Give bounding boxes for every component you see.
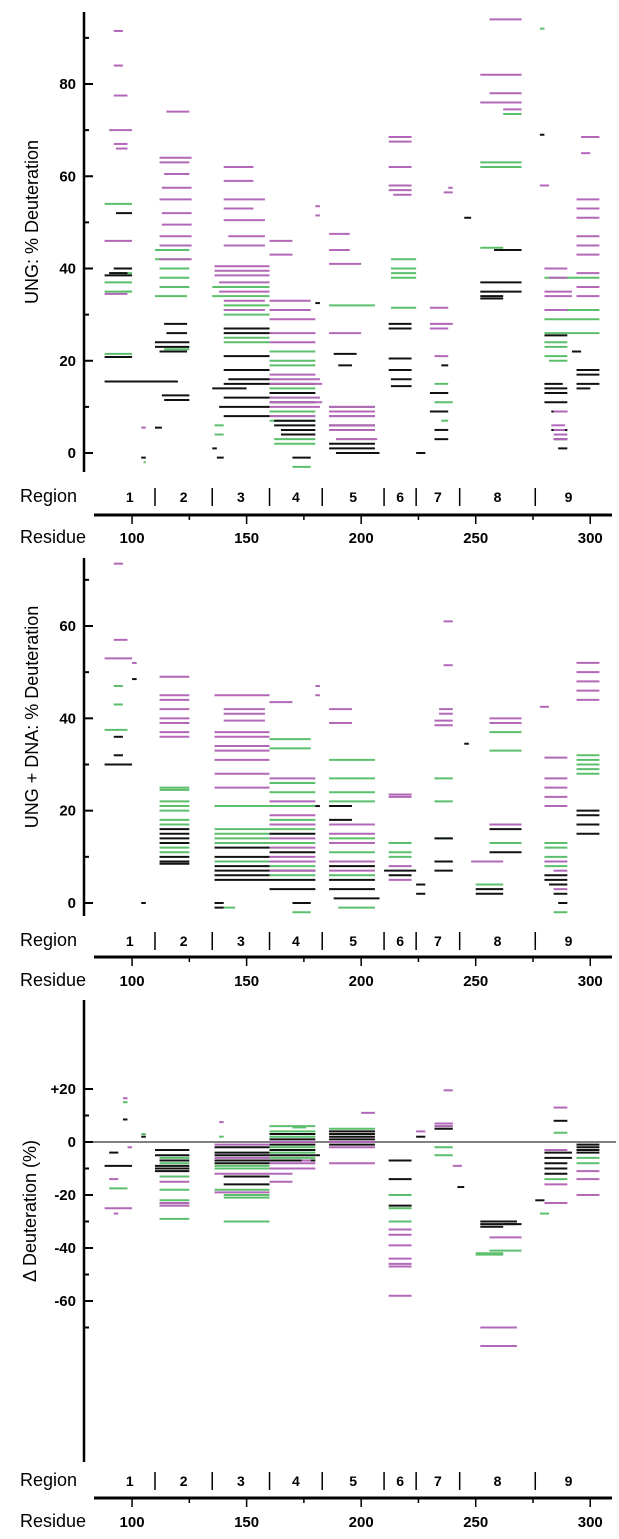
region-number: 3: [237, 489, 245, 505]
residue-label: Residue: [20, 527, 86, 547]
residue-tick-label: 200: [349, 973, 374, 990]
residue-tick-label: 250: [463, 530, 488, 547]
region-number: 6: [396, 1473, 404, 1489]
region-number: 2: [180, 489, 188, 505]
residue-tick-label: 200: [349, 1514, 374, 1531]
residue-tick-label: 300: [578, 530, 603, 547]
residue-tick-label: 250: [463, 1514, 488, 1531]
y-tick-label: 40: [59, 710, 76, 727]
y-tick-label: -20: [54, 1187, 76, 1204]
region-number: 1: [126, 1473, 134, 1489]
residue-tick-label: 100: [120, 973, 145, 990]
region-number: 6: [396, 489, 404, 505]
y-tick-label: 20: [59, 803, 76, 820]
residue-tick-label: 300: [578, 1514, 603, 1531]
y-axis-title: UNG + DNA: % Deuteration: [22, 606, 42, 829]
residue-tick-label: 150: [234, 973, 259, 990]
region-label: Region: [20, 930, 77, 950]
y-tick-label: 40: [59, 261, 76, 278]
region-number: 9: [565, 933, 573, 949]
region-label: Region: [20, 1470, 77, 1490]
region-number: 1: [126, 933, 134, 949]
region-number: 5: [349, 489, 357, 505]
y-tick-label: 20: [59, 353, 76, 370]
y-tick-label: -40: [54, 1240, 76, 1257]
region-number: 8: [494, 1473, 502, 1489]
region-number: 5: [349, 1473, 357, 1489]
residue-tick-label: 150: [234, 1514, 259, 1531]
residue-label: Residue: [20, 1511, 86, 1531]
region-number: 1: [126, 489, 134, 505]
y-tick-label: 0: [68, 895, 76, 912]
y-tick-label: 60: [59, 618, 76, 635]
region-number: 5: [349, 933, 357, 949]
y-tick-label: +20: [51, 1081, 76, 1098]
region-label: Region: [20, 486, 77, 506]
region-number: 8: [494, 933, 502, 949]
region-number: 9: [565, 489, 573, 505]
region-number: 4: [292, 489, 300, 505]
region-number: 4: [292, 1473, 300, 1489]
region-number: 7: [434, 489, 442, 505]
y-tick-label: 0: [68, 1134, 76, 1151]
region-number: 9: [565, 1473, 573, 1489]
y-tick-label: -60: [54, 1293, 76, 1310]
residue-tick-label: 250: [463, 973, 488, 990]
region-number: 7: [434, 1473, 442, 1489]
y-axis-title: Δ Deuteration (%): [20, 1140, 40, 1282]
region-number: 3: [237, 1473, 245, 1489]
residue-label: Residue: [20, 970, 86, 990]
residue-tick-label: 200: [349, 530, 374, 547]
region-number: 8: [494, 489, 502, 505]
residue-tick-label: 100: [120, 530, 145, 547]
region-number: 3: [237, 933, 245, 949]
y-tick-label: 60: [59, 168, 76, 185]
residue-tick-label: 100: [120, 1514, 145, 1531]
region-number: 2: [180, 1473, 188, 1489]
residue-tick-label: 300: [578, 973, 603, 990]
y-axis-title: UNG: % Deuteration: [22, 140, 42, 304]
residue-tick-label: 150: [234, 530, 259, 547]
region-number: 4: [292, 933, 300, 949]
region-number: 2: [180, 933, 188, 949]
y-tick-label: 0: [68, 445, 76, 462]
y-tick-label: 80: [59, 76, 76, 93]
region-number: 6: [396, 933, 404, 949]
region-number: 7: [434, 933, 442, 949]
